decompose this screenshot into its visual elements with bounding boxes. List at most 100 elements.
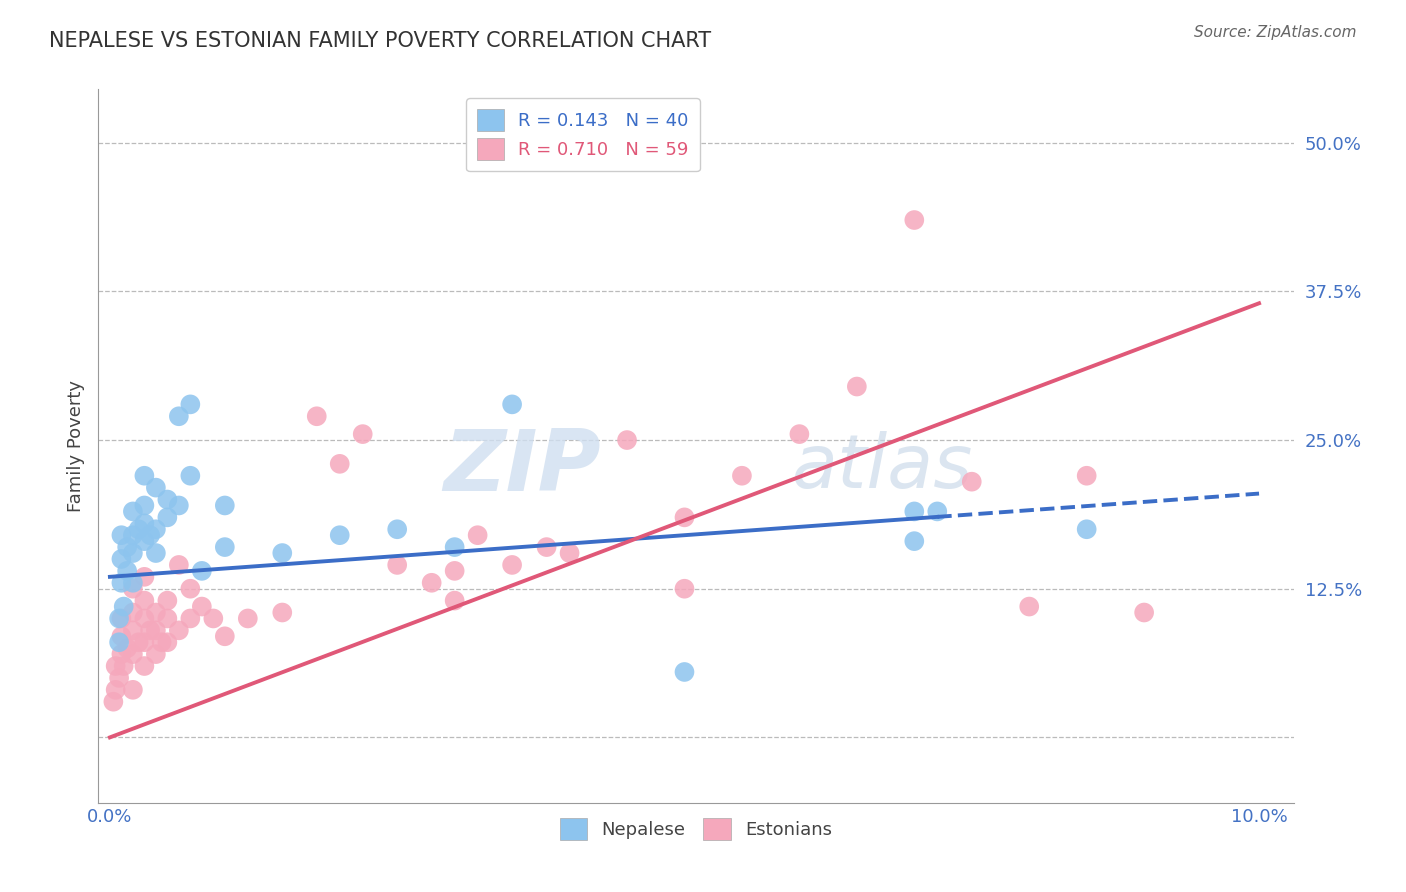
Point (420, 575, 443, 590)
Point (167, 558, 190, 572)
Point (927, 504, 949, 518)
Point (329, 457, 352, 471)
Point (115, 641, 138, 656)
Legend: Nepalese, Estonians: Nepalese, Estonians (553, 811, 839, 847)
Point (1018, 599, 1040, 614)
Point (329, 528, 352, 542)
Y-axis label: Family Poverty: Family Poverty (66, 380, 84, 512)
Point (156, 635, 179, 649)
Point (845, 379, 868, 393)
Point (110, 552, 132, 566)
Point (104, 682, 127, 697)
Point (385, 522, 409, 536)
Point (104, 659, 127, 673)
Point (122, 606, 145, 620)
Point (156, 611, 179, 625)
Point (179, 582, 201, 596)
Point (167, 409, 190, 424)
Point (352, 427, 374, 442)
Text: Source: ZipAtlas.com: Source: ZipAtlas.com (1194, 25, 1357, 40)
Point (501, 558, 523, 572)
Point (903, 504, 925, 518)
Point (103, 695, 125, 709)
Point (145, 624, 167, 638)
Text: NEPALESE VS ESTONIAN FAMILY POVERTY CORRELATION CHART: NEPALESE VS ESTONIAN FAMILY POVERTY CORR… (49, 31, 711, 51)
Point (145, 647, 167, 661)
Point (214, 629, 236, 643)
Point (214, 499, 236, 513)
Point (156, 510, 179, 524)
Point (139, 624, 162, 638)
Point (167, 499, 190, 513)
Point (134, 611, 156, 625)
Point (122, 528, 145, 542)
Point (134, 499, 156, 513)
Point (134, 468, 156, 483)
Point (236, 611, 259, 625)
Text: atlas: atlas (792, 432, 973, 503)
Point (122, 682, 145, 697)
Point (134, 659, 156, 673)
Point (128, 635, 150, 649)
Point (112, 659, 135, 673)
Point (903, 534, 925, 549)
Point (110, 528, 132, 542)
Point (122, 504, 145, 518)
Point (443, 593, 465, 607)
Point (115, 540, 138, 554)
Point (558, 546, 581, 560)
Point (156, 492, 179, 507)
Point (789, 427, 811, 442)
Point (134, 593, 156, 607)
Point (145, 546, 167, 560)
Point (134, 570, 156, 584)
Point (271, 606, 294, 620)
Point (134, 516, 156, 531)
Point (616, 433, 638, 447)
Point (443, 564, 465, 578)
Point (536, 540, 558, 554)
Point (673, 510, 696, 524)
Point (467, 528, 489, 542)
Point (673, 582, 696, 596)
Point (128, 522, 150, 536)
Point (134, 534, 156, 549)
Point (731, 468, 754, 483)
Point (271, 546, 294, 560)
Point (179, 611, 201, 625)
Point (191, 599, 214, 614)
Point (385, 558, 409, 572)
Point (112, 599, 135, 614)
Point (145, 522, 167, 536)
Point (214, 540, 236, 554)
Point (156, 593, 179, 607)
Point (202, 611, 225, 625)
Point (145, 481, 167, 495)
Point (305, 409, 328, 424)
Text: ZIP: ZIP (443, 425, 600, 509)
Point (108, 671, 131, 685)
Point (110, 575, 132, 590)
Point (443, 540, 465, 554)
Point (501, 397, 523, 411)
Point (191, 564, 214, 578)
Point (122, 546, 145, 560)
Point (1133, 606, 1156, 620)
Point (150, 635, 173, 649)
Point (1076, 522, 1098, 536)
Point (108, 635, 131, 649)
Point (179, 468, 201, 483)
Point (110, 611, 132, 625)
Point (115, 564, 138, 578)
Point (134, 635, 156, 649)
Point (673, 665, 696, 679)
Point (903, 213, 925, 227)
Point (167, 624, 190, 638)
Point (960, 475, 983, 489)
Point (122, 582, 145, 596)
Point (122, 575, 145, 590)
Point (110, 647, 132, 661)
Point (179, 397, 201, 411)
Point (110, 629, 132, 643)
Point (122, 624, 145, 638)
